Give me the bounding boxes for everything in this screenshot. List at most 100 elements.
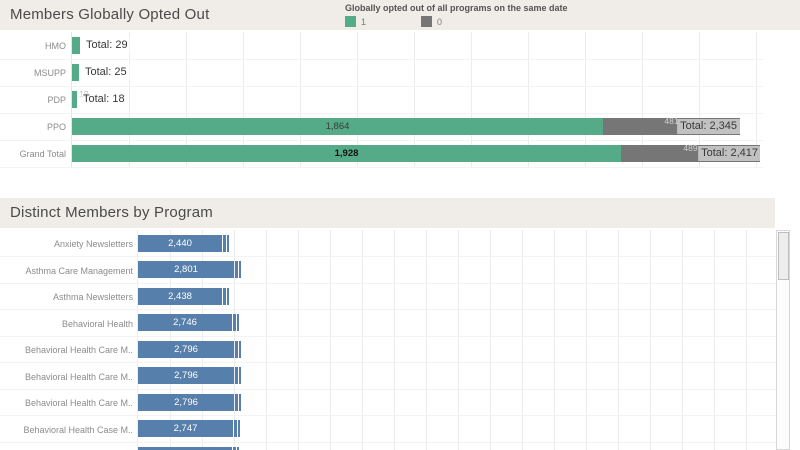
bar-program-small-segment[interactable] <box>223 235 226 252</box>
gridline <box>243 32 244 167</box>
bar-program-small-segment[interactable] <box>239 261 241 278</box>
row-separator <box>0 59 763 60</box>
row-separator <box>0 309 776 310</box>
gridline <box>357 32 358 167</box>
bar-program-small-segment[interactable] <box>238 420 240 437</box>
total-label: Total: 18 <box>80 92 128 107</box>
legend: Globally opted out of all programs on th… <box>345 3 568 27</box>
legend-label: 0 <box>437 16 443 27</box>
row-separator <box>0 442 776 443</box>
gridline <box>202 230 203 450</box>
legend-label: 1 <box>361 16 367 27</box>
legend-item-optedout-0[interactable]: 0 <box>421 16 442 27</box>
legend-swatch-gray <box>421 16 433 27</box>
gridline <box>471 32 472 167</box>
bar-program-small-segment[interactable] <box>239 394 241 411</box>
bar-program[interactable] <box>138 235 222 252</box>
bar-program-small-segment[interactable] <box>227 235 229 252</box>
bar-program[interactable] <box>138 394 234 411</box>
chart2-header: Distinct Members by Program <box>0 198 775 228</box>
bar-program[interactable] <box>138 288 222 305</box>
row-separator <box>0 113 763 114</box>
row-separator <box>0 283 776 284</box>
chart1-plot: HMO Total: 29 MSUPP Total: 25 PDP 18 Total: 18… <box>0 32 800 168</box>
gridline <box>585 32 586 167</box>
gridline <box>586 230 587 450</box>
gridline <box>650 230 651 450</box>
bar-program-small-segment[interactable] <box>235 394 238 411</box>
bar-program[interactable] <box>138 314 232 331</box>
legend-swatch-green <box>345 16 356 27</box>
row-separator <box>0 415 776 416</box>
bar-program-small-segment[interactable] <box>223 288 226 305</box>
chart1-category-label: HMO <box>45 40 66 51</box>
gridline <box>682 230 683 450</box>
bar-value-label: 18 <box>79 89 89 99</box>
bar-program-small-segment[interactable] <box>235 261 238 278</box>
legend-items: 1 0 <box>345 16 568 27</box>
bar-segment-optedout-1[interactable] <box>72 118 603 135</box>
chart2-scrollbar-track[interactable] <box>776 230 790 450</box>
chart2-category-label <box>0 442 133 450</box>
gridline <box>426 230 427 450</box>
bar-program[interactable] <box>138 341 234 358</box>
chart1-category-label: MSUPP <box>33 67 66 78</box>
chart1-category-label: PDP <box>47 94 66 105</box>
bar-segment-optedout-1[interactable] <box>72 145 621 162</box>
gridline <box>298 230 299 450</box>
bar-program-small-segment[interactable] <box>233 314 236 331</box>
row-separator <box>0 86 763 87</box>
bar-program-small-segment[interactable] <box>233 447 236 450</box>
bar-program-small-segment[interactable] <box>237 314 239 331</box>
bar-segment-optedout-1[interactable] <box>72 37 80 54</box>
chart1-axis-line <box>71 32 72 167</box>
bar-segment-optedout-1[interactable] <box>72 91 77 108</box>
bar-program-small-segment[interactable] <box>239 367 241 384</box>
bar-program-small-segment[interactable] <box>237 447 239 450</box>
gridline <box>746 230 747 450</box>
gridline <box>330 230 331 450</box>
total-label: Total: 25 <box>82 65 130 80</box>
chart2-category-label: Behavioral Health <box>61 318 133 329</box>
gridline <box>642 32 643 167</box>
bar-program-small-segment[interactable] <box>227 288 229 305</box>
gridline <box>522 230 523 450</box>
bar-segment-optedout-1[interactable] <box>72 64 79 81</box>
legend-title: Globally opted out of all programs on th… <box>345 3 568 13</box>
row-separator <box>0 362 776 363</box>
row-separator <box>0 256 776 257</box>
bar-program[interactable] <box>138 367 234 384</box>
gridline <box>266 230 267 450</box>
gridline <box>129 32 130 167</box>
chart2-scrollbar-thumb[interactable] <box>778 232 789 280</box>
row-separator <box>0 140 763 141</box>
bar-segment-optedout-0[interactable] <box>603 118 740 135</box>
bar-program-small-segment[interactable] <box>234 420 237 437</box>
bar-segment-optedout-0[interactable] <box>621 145 760 162</box>
bar-program-small-segment[interactable] <box>239 341 241 358</box>
gridline <box>490 230 491 450</box>
chart2-category-label: Behavioral Health Care M.. <box>24 371 133 382</box>
legend-item-optedout-1[interactable]: 1 <box>345 16 366 27</box>
row-separator <box>0 389 776 390</box>
bar-program-small-segment[interactable] <box>235 341 238 358</box>
gridline <box>300 32 301 167</box>
gridline <box>394 230 395 450</box>
gridline <box>414 32 415 167</box>
chart1-category-label: PPO <box>46 121 66 132</box>
bar-program[interactable] <box>138 420 233 437</box>
chart2-category-label: Asthma Newsletters <box>52 291 133 302</box>
chart1-category-label: Grand Total <box>19 148 66 159</box>
chart1-title: Members Globally Opted Out <box>10 6 210 23</box>
chart2-category-label: Asthma Care Management <box>25 265 133 276</box>
gridline <box>554 230 555 450</box>
chart2-category-label: Anxiety Newsletters <box>53 238 133 249</box>
gridline <box>170 230 171 450</box>
bar-program[interactable] <box>138 261 234 278</box>
bar-program[interactable] <box>138 447 232 450</box>
gridline <box>186 32 187 167</box>
chart2-plot: Anxiety Newsletters 2,440 Asthma Care Mana… <box>0 230 776 450</box>
bar-program-small-segment[interactable] <box>235 367 238 384</box>
row-separator <box>0 167 763 168</box>
